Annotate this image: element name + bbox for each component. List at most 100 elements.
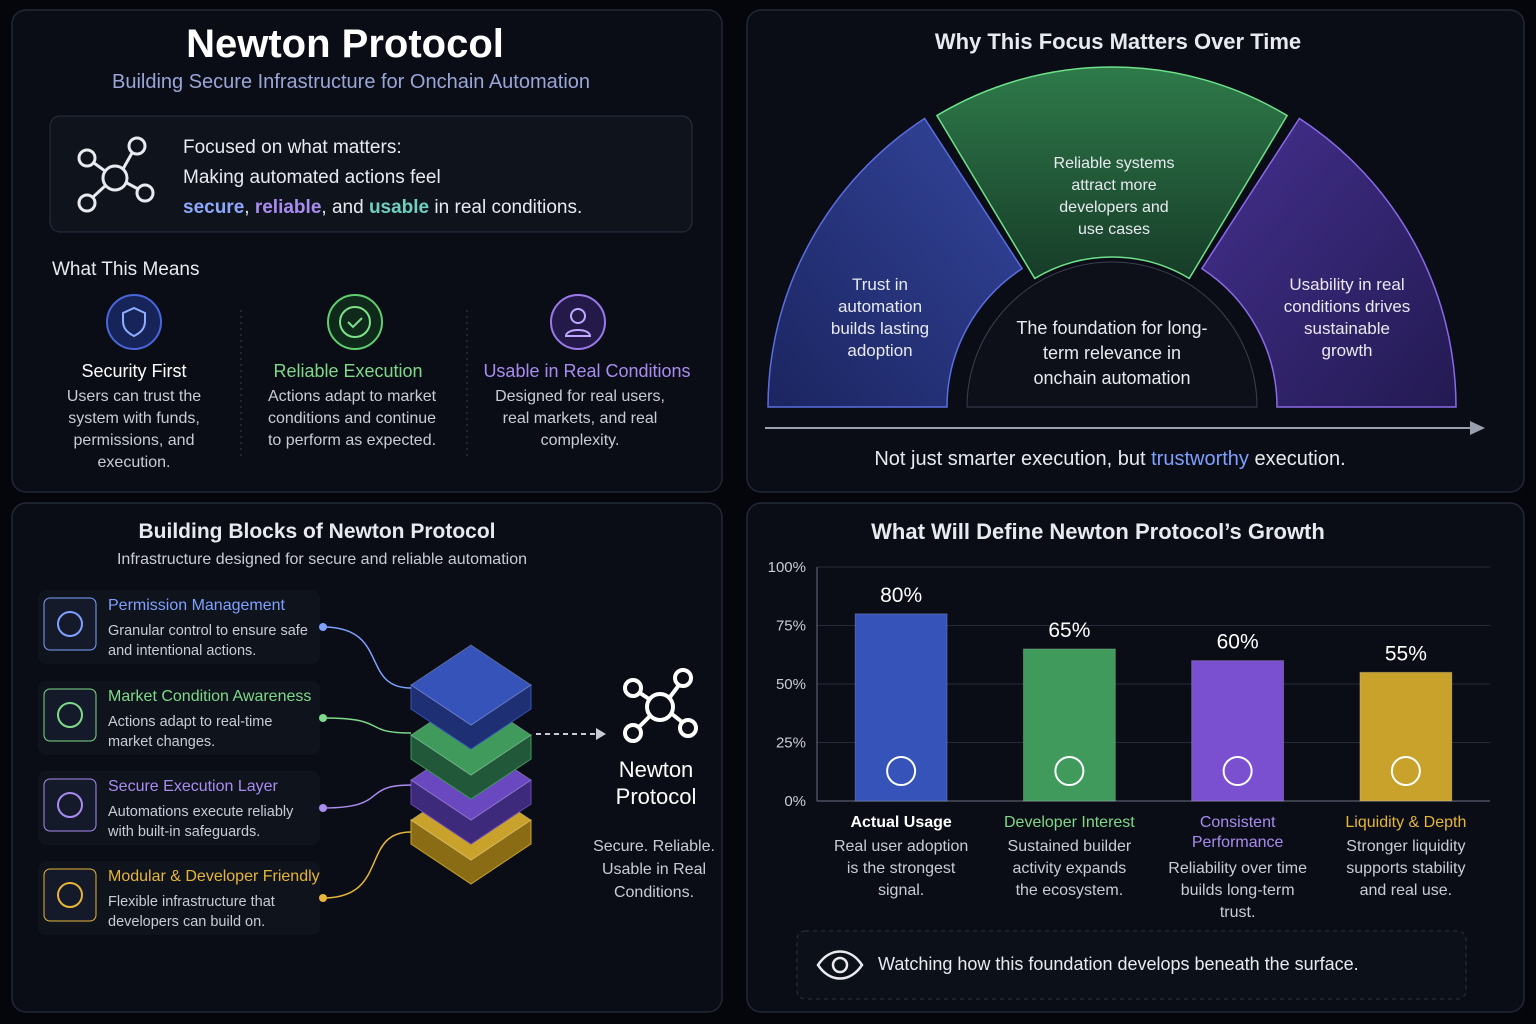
block-title: Modular & Developer Friendly bbox=[108, 868, 320, 885]
bar-chart: 0% 25% 50% 75% 100% 80% 65% 60% 55% bbox=[768, 559, 1490, 810]
y-tick-label: 25% bbox=[776, 735, 806, 752]
slab-top bbox=[410, 644, 532, 726]
bar-icon bbox=[1222, 756, 1253, 786]
connector bbox=[322, 831, 412, 899]
word: Not just smarter execution, but bbox=[874, 448, 1152, 470]
segment-text: Reliable systems attract more developers… bbox=[1053, 155, 1175, 238]
item-text: Designed for real users, real markets, a… bbox=[495, 388, 665, 449]
block-icon bbox=[43, 597, 97, 651]
connector-dot bbox=[319, 623, 327, 631]
block-title: Market Condition Awareness bbox=[108, 688, 312, 705]
y-tick-label: 100% bbox=[768, 559, 806, 576]
x-tick-label: Developer Interest bbox=[1004, 814, 1135, 831]
icon-glyph bbox=[57, 702, 83, 728]
bar bbox=[854, 613, 948, 802]
chart-title: What Will Define Newton Protocol’s Growt… bbox=[871, 519, 1325, 544]
icon-glyph bbox=[57, 792, 83, 818]
block-text: Automations execute reliably with built-… bbox=[108, 804, 294, 840]
semicircle bbox=[767, 66, 1457, 408]
word: reliable bbox=[254, 197, 322, 218]
value-label: 80% bbox=[880, 584, 922, 607]
word: , and bbox=[321, 197, 369, 218]
block-text: Granular control to ensure safe and inte… bbox=[108, 623, 308, 659]
y-tick-label: 75% bbox=[776, 618, 806, 635]
block-text: Actions adapt to real-time market change… bbox=[108, 714, 273, 750]
item-title: Usable in Real Conditions bbox=[483, 361, 691, 381]
section-heading: What This Means bbox=[52, 259, 200, 280]
tagline: Not just smarter execution, but trustwor… bbox=[874, 448, 1345, 471]
hub-tagline: Secure. Reliable. Usable in Real Conditi… bbox=[593, 838, 715, 901]
category-text: Sustained builder activity expands the e… bbox=[1007, 838, 1132, 899]
connector bbox=[322, 717, 412, 734]
y-tick-label: 50% bbox=[776, 676, 806, 693]
y-tick-label: 0% bbox=[784, 793, 806, 810]
network-icon bbox=[623, 668, 698, 743]
stack bbox=[410, 644, 532, 885]
word: execution. bbox=[1248, 448, 1346, 470]
footer-text: Watching how this foundation develops be… bbox=[878, 954, 1359, 974]
focus-heading: Focused on what matters: bbox=[183, 137, 402, 158]
panel-subtitle: Infrastructure designed for secure and r… bbox=[116, 551, 527, 568]
block-icon bbox=[43, 868, 97, 922]
footer-box bbox=[796, 930, 1467, 1000]
value-label: 55% bbox=[1385, 642, 1427, 665]
connector-dot bbox=[319, 894, 327, 902]
item-title: Reliable Execution bbox=[273, 361, 423, 381]
icon bbox=[327, 294, 383, 350]
block-text: Flexible infrastructure that developers … bbox=[108, 894, 275, 930]
category-text: Stronger liquidity supports stability an… bbox=[1346, 838, 1466, 899]
segment-text: Usability in real conditions drives sust… bbox=[1283, 275, 1411, 360]
focus-line: Making automated actions feel bbox=[183, 167, 441, 188]
subtitle: Building Secure Infrastructure for Oncha… bbox=[111, 71, 591, 93]
block-card bbox=[38, 681, 320, 755]
category-text: Reliability over time builds long-term t… bbox=[1168, 860, 1307, 921]
icon-glyph bbox=[57, 611, 83, 637]
block-card bbox=[38, 771, 320, 845]
focus-box bbox=[49, 115, 693, 233]
block-title: Permission Management bbox=[108, 597, 285, 614]
block-title: Secure Execution Layer bbox=[108, 778, 278, 795]
segment bbox=[935, 66, 1289, 280]
item-text: Users can trust the system with funds, p… bbox=[66, 388, 202, 471]
panel-title: Why This Focus Matters Over Time bbox=[934, 29, 1302, 54]
bar bbox=[1359, 671, 1453, 802]
center bbox=[966, 261, 1258, 408]
segment bbox=[1200, 117, 1457, 408]
bar bbox=[1191, 660, 1285, 802]
item-text: Actions adapt to market conditions and c… bbox=[267, 388, 437, 449]
connector-dot bbox=[319, 714, 327, 722]
block-icon bbox=[43, 778, 97, 832]
panel-title: Building Blocks of Newton Protocol bbox=[138, 520, 496, 543]
word: in real conditions. bbox=[429, 197, 583, 218]
block-card bbox=[38, 861, 320, 935]
center-text: The foundation for long-term relevance i… bbox=[1016, 318, 1208, 388]
segment bbox=[767, 117, 1024, 408]
bar bbox=[1022, 648, 1116, 802]
value-label: 65% bbox=[1048, 619, 1090, 642]
segment-text: Trust in automation builds lasting adopt… bbox=[830, 275, 930, 360]
connector bbox=[322, 784, 412, 809]
icon bbox=[106, 294, 162, 350]
icon-glyph bbox=[57, 882, 83, 908]
x-tick-label: Consistent Performance bbox=[1191, 814, 1284, 851]
hub-name: Newton Protocol bbox=[615, 757, 697, 809]
word: , bbox=[244, 197, 255, 218]
category-text: Real user adoption is the strongest sign… bbox=[833, 838, 969, 899]
focus-emphasis: secure, reliable, and usable in real con… bbox=[183, 193, 683, 223]
bar-icon bbox=[886, 756, 917, 786]
focus-text: Focused on what matters: Making automate… bbox=[183, 133, 683, 223]
word: secure bbox=[183, 197, 245, 218]
x-tick-label: Liquidity & Depth bbox=[1345, 814, 1467, 831]
block-card bbox=[38, 590, 320, 664]
title: Newton Protocol bbox=[186, 22, 504, 66]
bar-icon bbox=[1390, 756, 1421, 786]
bar-icon bbox=[1054, 756, 1085, 786]
network-icon bbox=[77, 136, 155, 213]
item-title: Security First bbox=[81, 361, 187, 381]
word: trustworthy bbox=[1151, 448, 1249, 470]
connector bbox=[322, 626, 412, 689]
word: usable bbox=[368, 197, 430, 218]
x-tick-label: Actual Usage bbox=[850, 814, 952, 831]
